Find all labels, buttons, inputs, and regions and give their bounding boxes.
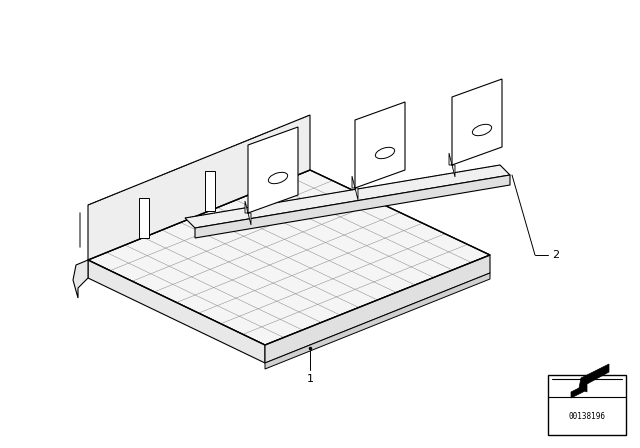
Polygon shape <box>449 153 455 177</box>
Text: 1: 1 <box>307 374 314 384</box>
Bar <box>548 375 626 435</box>
Polygon shape <box>245 201 251 225</box>
Polygon shape <box>205 171 215 211</box>
Polygon shape <box>88 115 310 260</box>
Polygon shape <box>352 176 358 200</box>
Polygon shape <box>73 260 88 298</box>
Polygon shape <box>185 165 510 228</box>
Polygon shape <box>265 273 490 369</box>
Text: 2: 2 <box>552 250 559 260</box>
Ellipse shape <box>268 172 287 184</box>
Polygon shape <box>452 79 502 165</box>
Polygon shape <box>355 102 405 188</box>
Polygon shape <box>88 260 265 363</box>
Ellipse shape <box>472 125 492 136</box>
Polygon shape <box>248 127 298 213</box>
Polygon shape <box>571 385 585 398</box>
Polygon shape <box>195 175 510 238</box>
Text: 00138196: 00138196 <box>568 412 605 421</box>
Ellipse shape <box>376 147 395 159</box>
Polygon shape <box>265 255 490 363</box>
Polygon shape <box>579 364 609 392</box>
Polygon shape <box>138 198 148 237</box>
Polygon shape <box>88 170 490 345</box>
